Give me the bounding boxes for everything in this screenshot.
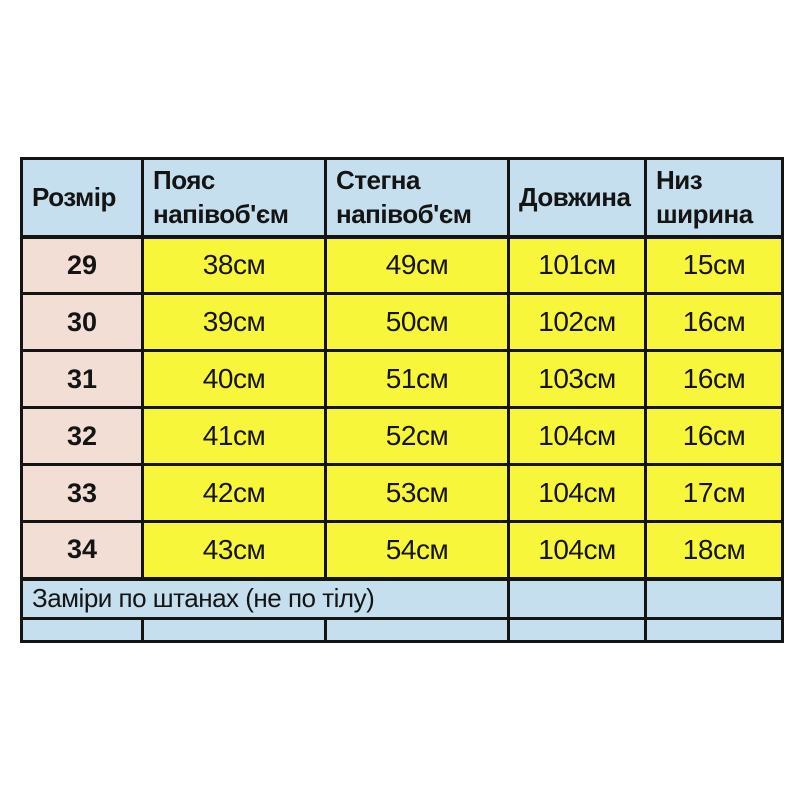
size-cell: 32	[20, 406, 144, 466]
waist-value-cell: 43см	[141, 520, 327, 580]
length-value-cell: 101см	[507, 235, 647, 295]
size-cell: 34	[20, 520, 144, 580]
length-value-cell: 103см	[507, 349, 647, 409]
length-value-cell: 102см	[507, 292, 647, 352]
waist-value-cell: 40см	[141, 349, 327, 409]
empty-cell	[141, 617, 327, 643]
bottom-value-cell: 17см	[644, 463, 784, 523]
header-waist-line1: Пояс	[153, 165, 215, 196]
table-row: 31 40см 51см 103см 16см	[20, 349, 784, 409]
pants-size-table: Розмір Пояс напівоб'єм Стегна напівоб'єм Д…	[20, 157, 784, 643]
hips-value-cell: 54см	[324, 520, 510, 580]
header-waist-line2: напівоб'єм	[153, 199, 289, 230]
size-cell: 30	[20, 292, 144, 352]
header-cell-bottom: Низ ширина	[644, 157, 784, 239]
empty-row	[20, 617, 784, 643]
empty-cell	[20, 617, 144, 643]
header-length-line1: Довжина	[519, 182, 631, 213]
note-cell: Заміри по штанах (не по тілу)	[20, 576, 510, 620]
empty-cell	[644, 576, 784, 620]
length-value-cell: 104см	[507, 406, 647, 466]
size-cell: 31	[20, 349, 144, 409]
waist-value-cell: 39см	[141, 292, 327, 352]
header-cell-length: Довжина	[507, 157, 647, 239]
hips-value-cell: 50см	[324, 292, 510, 352]
empty-cell	[324, 617, 510, 643]
header-cell-waist: Пояс напівоб'єм	[141, 157, 327, 239]
table-row: 32 41см 52см 104см 16см	[20, 406, 784, 466]
empty-cell	[507, 576, 647, 620]
hips-value-cell: 51см	[324, 349, 510, 409]
bottom-value-cell: 15см	[644, 235, 784, 295]
note-row: Заміри по штанах (не по тілу)	[20, 576, 784, 620]
header-hips-line1: Стегна	[336, 165, 420, 196]
table-row: 29 38см 49см 101см 15см	[20, 235, 784, 295]
size-cell: 33	[20, 463, 144, 523]
header-size-line1: Розмір	[32, 182, 116, 213]
size-cell: 29	[20, 235, 144, 295]
header-cell-size: Розмір	[20, 157, 144, 239]
table-row: 33 42см 53см 104см 17см	[20, 463, 784, 523]
table-row: 34 43см 54см 104см 18см	[20, 520, 784, 580]
bottom-value-cell: 16см	[644, 349, 784, 409]
header-hips-line2: напівоб'єм	[336, 199, 472, 230]
empty-cell	[644, 617, 784, 643]
bottom-value-cell: 18см	[644, 520, 784, 580]
waist-value-cell: 38см	[141, 235, 327, 295]
hips-value-cell: 53см	[324, 463, 510, 523]
waist-value-cell: 42см	[141, 463, 327, 523]
hips-value-cell: 52см	[324, 406, 510, 466]
hips-value-cell: 49см	[324, 235, 510, 295]
header-bottom-line1: Низ	[656, 165, 703, 196]
header-bottom-line2: ширина	[656, 199, 753, 230]
length-value-cell: 104см	[507, 520, 647, 580]
empty-cell	[507, 617, 647, 643]
table-row: 30 39см 50см 102см 16см	[20, 292, 784, 352]
waist-value-cell: 41см	[141, 406, 327, 466]
length-value-cell: 104см	[507, 463, 647, 523]
bottom-value-cell: 16см	[644, 292, 784, 352]
header-row: Розмір Пояс напівоб'єм Стегна напівоб'єм Д…	[20, 157, 784, 239]
bottom-value-cell: 16см	[644, 406, 784, 466]
header-cell-hips: Стегна напівоб'єм	[324, 157, 510, 239]
